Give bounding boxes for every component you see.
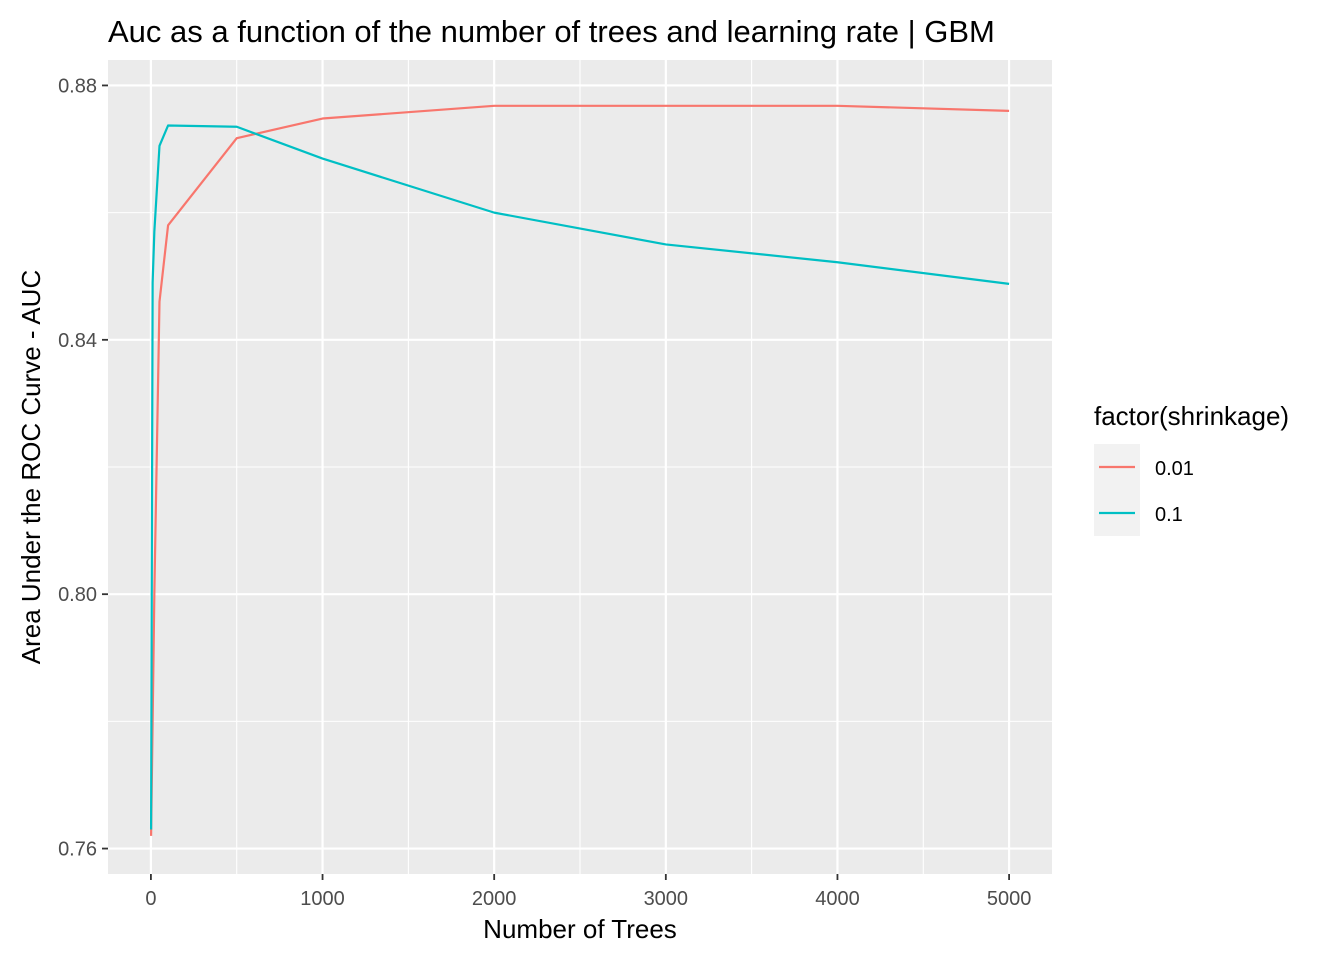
legend: factor(shrinkage) 0.01 0.1 [1094, 401, 1289, 536]
series-line-1 [149, 124, 1010, 830]
y-tick-label: 0.88 [58, 75, 97, 97]
x-axis-title: Number of Trees [483, 914, 677, 944]
x-tick-label: 3000 [644, 888, 689, 910]
legend-label: 0.01 [1155, 458, 1194, 480]
legend-label: 0.1 [1155, 504, 1183, 526]
x-tick-label: 5000 [987, 888, 1032, 910]
x-tick-label: 1000 [300, 888, 345, 910]
major-gridlines [108, 60, 1052, 874]
legend-keys: 0.01 0.1 [1094, 444, 1194, 536]
minor-gridlines [108, 60, 1052, 874]
series-line-0 [149, 104, 1010, 836]
y-tick-label: 0.84 [58, 330, 97, 352]
x-tick-label: 4000 [815, 888, 860, 910]
y-tick-label: 0.76 [58, 839, 97, 861]
x-tick-label: 2000 [472, 888, 517, 910]
legend-title: factor(shrinkage) [1094, 401, 1289, 431]
x-tick-label: 0 [145, 888, 156, 910]
chart-title: Auc as a function of the number of trees… [108, 14, 995, 49]
y-tick-label: 0.80 [58, 584, 97, 606]
series-lines [149, 104, 1010, 836]
y-axis-title: Area Under the ROC Curve - AUC [16, 270, 46, 664]
x-axis-ticks: 0 1000 2000 3000 4000 5000 [145, 874, 1031, 910]
y-axis-ticks: 0.76 0.80 0.84 0.88 [58, 75, 108, 861]
